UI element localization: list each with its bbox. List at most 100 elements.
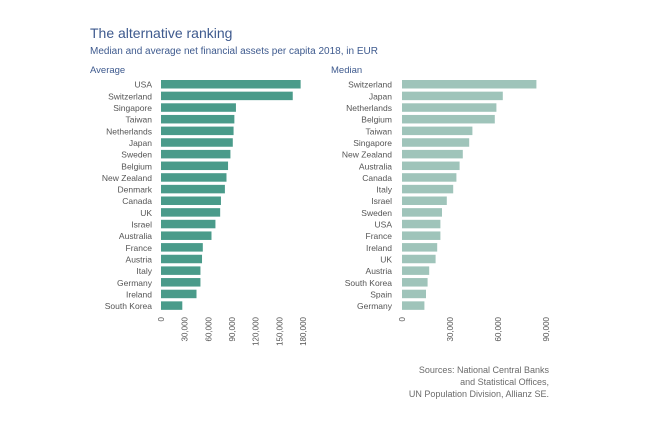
bar [402, 289, 426, 299]
bar [402, 196, 447, 205]
category-label: Switzerland [108, 91, 152, 101]
bar [161, 219, 216, 229]
tick-label: 0 [398, 316, 407, 321]
category-label: Netherlands [106, 126, 152, 136]
category-label: Italy [136, 266, 152, 276]
category-label: New Zealand [342, 150, 392, 160]
bar [161, 149, 231, 159]
tick-label: 120,000 [252, 316, 261, 345]
bar [402, 184, 454, 194]
bar [402, 161, 460, 171]
category-label: Singapore [353, 138, 392, 148]
category-label: Austria [366, 266, 393, 276]
category-label: Austria [126, 254, 153, 264]
bar [161, 161, 229, 171]
bar [402, 266, 430, 275]
category-label: Sweden [121, 150, 152, 160]
source-line: UN Population Division, Allianz SE. [408, 389, 549, 399]
tick-label: 30,000 [446, 316, 455, 341]
bar [402, 126, 473, 136]
category-label: Canada [122, 196, 152, 206]
category-label: Japan [369, 91, 392, 101]
category-label: Israel [131, 220, 152, 230]
bar [402, 301, 425, 310]
bar [402, 138, 470, 147]
chart-title: The alternative ranking [90, 25, 233, 41]
bar [402, 208, 442, 217]
tick-label: 30,000 [181, 316, 190, 341]
category-label: South Korea [345, 278, 393, 288]
bar [402, 278, 428, 287]
bar [402, 231, 441, 240]
tick-label: 0 [157, 316, 166, 321]
category-label: Italy [376, 185, 392, 195]
category-label: Belgium [361, 115, 392, 125]
category-label: Canada [362, 173, 392, 183]
bar [402, 173, 457, 182]
tick-label: 150,000 [275, 316, 284, 345]
category-label: France [366, 231, 393, 241]
category-label: Belgium [121, 161, 152, 171]
bar [161, 254, 203, 264]
category-label: Netherlands [346, 103, 392, 113]
panel-title: Average [90, 65, 125, 76]
bar [161, 173, 227, 182]
category-label: Ireland [126, 289, 152, 299]
bar [402, 80, 537, 89]
bar [161, 301, 183, 310]
tick-label: 60,000 [204, 316, 213, 341]
category-label: UK [380, 254, 392, 264]
bar [402, 219, 441, 229]
bar [161, 208, 221, 217]
bar [161, 231, 212, 240]
tick-label: 180,000 [299, 316, 308, 345]
bar [161, 196, 221, 205]
category-label: Switzerland [348, 80, 392, 90]
category-label: UK [140, 208, 152, 218]
category-label: Australia [119, 231, 152, 241]
chart-subtitle: Median and average net financial assets … [90, 46, 378, 57]
category-label: Singapore [113, 103, 152, 113]
bar [402, 103, 497, 112]
bar [402, 149, 463, 159]
category-label: France [126, 243, 153, 253]
tick-label: 90,000 [542, 316, 551, 341]
source-line: Sources: National Central Banks [418, 365, 549, 375]
bar [161, 103, 236, 112]
category-label: Israel [371, 196, 392, 206]
category-label: Spain [370, 289, 392, 299]
bar [161, 138, 233, 147]
bar [161, 80, 301, 89]
category-label: New Zealand [102, 173, 152, 183]
bar [161, 289, 197, 299]
category-label: Taiwan [126, 115, 153, 125]
bar [402, 91, 503, 101]
bar [402, 243, 438, 252]
category-label: South Korea [105, 301, 153, 311]
source-line: and Statistical Offices, [460, 377, 549, 387]
bar [402, 254, 436, 264]
source-note: Sources: National Central Banks and Stat… [409, 364, 549, 400]
category-label: Ireland [366, 243, 392, 253]
bar [161, 114, 235, 124]
category-label: Denmark [118, 185, 153, 195]
category-label: USA [375, 220, 393, 230]
bar [161, 266, 201, 275]
tick-label: 90,000 [228, 316, 237, 341]
bar [161, 278, 201, 287]
tick-label: 60,000 [494, 316, 503, 341]
category-label: Japan [129, 138, 152, 148]
bar [161, 126, 234, 136]
category-label: Taiwan [366, 126, 393, 136]
bar [402, 114, 495, 124]
bar [161, 243, 203, 252]
category-label: USA [135, 80, 153, 90]
category-label: Germany [117, 278, 153, 288]
bar [161, 91, 293, 101]
panel-title: Median [331, 65, 362, 76]
category-label: Australia [359, 161, 392, 171]
bar [161, 184, 225, 194]
category-label: Sweden [361, 208, 392, 218]
category-label: Germany [357, 301, 393, 311]
